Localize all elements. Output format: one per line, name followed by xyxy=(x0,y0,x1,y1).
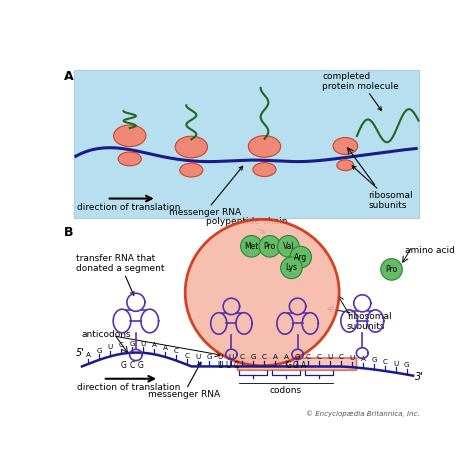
Text: messenger RNA: messenger RNA xyxy=(169,166,243,217)
Text: messenger RNA: messenger RNA xyxy=(147,362,219,399)
Text: amino acid: amino acid xyxy=(405,246,455,255)
Ellipse shape xyxy=(333,137,358,155)
Text: G: G xyxy=(404,363,410,368)
Text: G: G xyxy=(285,361,292,370)
Text: U: U xyxy=(226,361,231,370)
Text: codons: codons xyxy=(270,386,302,395)
Text: anticodons: anticodons xyxy=(82,330,132,339)
Text: C: C xyxy=(233,361,238,370)
Text: Lys: Lys xyxy=(285,264,297,273)
Text: direction of translation: direction of translation xyxy=(77,203,181,212)
Text: C: C xyxy=(184,353,190,358)
Text: ribosomal
subunits: ribosomal subunits xyxy=(347,312,392,331)
Text: Val: Val xyxy=(283,242,294,251)
Text: Pro: Pro xyxy=(264,242,276,251)
Text: 5': 5' xyxy=(76,347,85,357)
Circle shape xyxy=(281,257,302,279)
Text: G: G xyxy=(371,357,377,364)
Ellipse shape xyxy=(248,136,281,157)
Text: U: U xyxy=(218,354,223,360)
Text: U: U xyxy=(328,354,333,360)
Text: completed
protein molecule: completed protein molecule xyxy=(322,72,399,110)
Text: A: A xyxy=(64,70,74,83)
Text: U: U xyxy=(218,361,223,370)
Ellipse shape xyxy=(185,219,339,365)
Circle shape xyxy=(290,246,311,268)
Text: B: B xyxy=(64,226,74,238)
Text: 3': 3' xyxy=(415,372,424,382)
Text: A: A xyxy=(360,356,365,362)
Text: U: U xyxy=(228,354,234,360)
Text: transfer RNA that
donated a segment: transfer RNA that donated a segment xyxy=(76,254,164,295)
Text: G: G xyxy=(137,361,144,370)
Text: G: G xyxy=(293,361,299,370)
Text: A: A xyxy=(301,361,306,370)
Text: G: G xyxy=(121,361,127,370)
Text: C: C xyxy=(317,354,321,360)
Text: A: A xyxy=(273,354,277,360)
Text: © Encyclopædia Britannica, Inc.: © Encyclopædia Britannica, Inc. xyxy=(306,410,419,417)
Text: G: G xyxy=(294,354,300,360)
Ellipse shape xyxy=(180,163,203,177)
Text: C: C xyxy=(239,354,245,360)
Text: direction of translation: direction of translation xyxy=(77,383,181,392)
FancyBboxPatch shape xyxy=(237,358,356,370)
Text: G: G xyxy=(250,354,256,360)
Text: C: C xyxy=(173,348,179,355)
Circle shape xyxy=(241,236,262,257)
Text: U: U xyxy=(140,341,146,346)
Text: A: A xyxy=(152,342,156,348)
Text: U: U xyxy=(349,355,355,361)
Text: A: A xyxy=(86,352,91,358)
FancyBboxPatch shape xyxy=(74,70,419,218)
Circle shape xyxy=(278,236,299,257)
Circle shape xyxy=(381,259,402,280)
Text: G: G xyxy=(96,348,102,354)
Text: C: C xyxy=(306,354,310,360)
Text: G: G xyxy=(129,340,135,346)
Text: C: C xyxy=(338,355,344,360)
Circle shape xyxy=(259,236,281,257)
Ellipse shape xyxy=(337,160,354,171)
Text: A: A xyxy=(163,345,168,351)
Text: C: C xyxy=(118,342,124,348)
Ellipse shape xyxy=(114,125,146,146)
Ellipse shape xyxy=(175,136,208,158)
Text: C: C xyxy=(262,354,266,360)
Text: U: U xyxy=(393,361,399,366)
Text: U: U xyxy=(108,344,113,350)
Ellipse shape xyxy=(253,163,276,176)
Text: polypeptide chain: polypeptide chain xyxy=(206,217,288,233)
Text: U: U xyxy=(195,354,201,360)
Text: Arg: Arg xyxy=(294,253,307,262)
Text: ribosomal
subunits: ribosomal subunits xyxy=(352,166,413,210)
Text: A: A xyxy=(283,354,289,360)
Text: C: C xyxy=(129,361,135,370)
Ellipse shape xyxy=(118,152,141,166)
Text: G: G xyxy=(206,354,212,360)
Text: Met: Met xyxy=(244,242,259,251)
Text: C: C xyxy=(383,359,387,365)
Text: Pro: Pro xyxy=(385,265,398,274)
